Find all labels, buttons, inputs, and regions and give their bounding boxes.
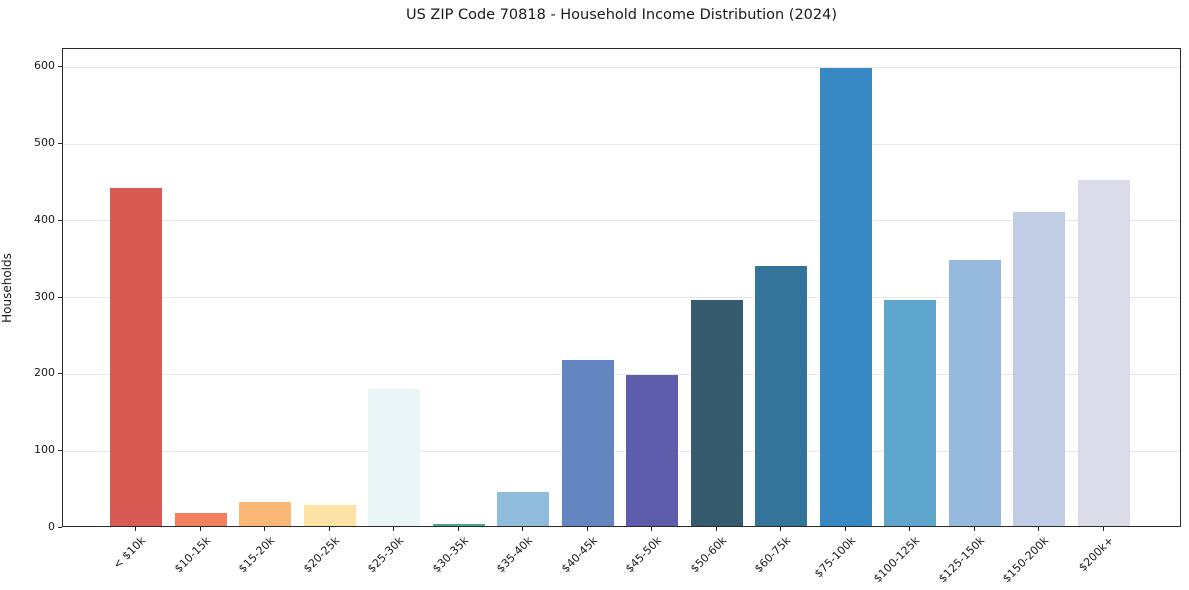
x-axis-tick	[522, 527, 524, 531]
x-axis-tick	[457, 527, 459, 531]
x-tick-label: < $10k	[110, 534, 149, 572]
y-axis-tick	[58, 66, 62, 68]
x-axis-tick	[264, 527, 266, 531]
y-tick-label: 300	[34, 289, 55, 303]
bar	[110, 188, 162, 526]
y-tick-label: 200	[34, 366, 55, 380]
bar	[819, 68, 872, 526]
x-tick-label: $50-60k	[687, 534, 729, 576]
gridline	[63, 220, 1180, 222]
x-axis-tick	[715, 527, 717, 531]
x-axis-tick	[973, 527, 975, 531]
x-tick-label: $35-40k	[494, 534, 536, 576]
x-tick-label: $125-150k	[935, 534, 988, 586]
bar	[174, 513, 227, 526]
x-axis-tick	[844, 527, 846, 531]
x-tick-label: $100-125k	[871, 534, 923, 586]
x-tick-label: $60-75k	[752, 534, 794, 576]
y-axis-tick	[58, 219, 62, 221]
gridline	[63, 66, 1180, 68]
bar	[690, 300, 743, 526]
x-axis-tick	[1038, 527, 1040, 531]
x-tick-label: $75-100k	[811, 534, 859, 581]
x-axis-tick	[1102, 527, 1104, 531]
bar	[626, 375, 679, 526]
y-tick-label: 400	[34, 212, 55, 226]
gridline	[63, 450, 1180, 452]
y-tick-label: 0	[48, 520, 55, 533]
bar	[497, 492, 550, 526]
y-axis-tick	[58, 450, 62, 452]
y-axis-label: Households	[0, 253, 14, 323]
bar	[1077, 180, 1130, 526]
bar	[884, 300, 937, 526]
chart-title: US ZIP Code 70818 - Household Income Dis…	[405, 7, 838, 23]
gridline	[63, 143, 1180, 145]
y-tick-label: 600	[34, 59, 55, 73]
y-axis-tick	[58, 527, 62, 528]
bar	[755, 266, 808, 526]
y-axis-tick	[58, 296, 62, 298]
x-tick-label: $15-20k	[235, 534, 278, 576]
gridline	[63, 297, 1180, 299]
x-tick-label: $200k+	[1076, 534, 1117, 575]
x-axis-tick	[328, 527, 330, 531]
x-axis-tick	[135, 527, 136, 531]
y-tick-label: 100	[34, 443, 55, 457]
x-tick-label: $20-25k	[300, 534, 342, 576]
bar	[1013, 212, 1066, 526]
bar	[948, 260, 1001, 526]
x-tick-label: $30-35k	[429, 534, 471, 576]
x-axis-tick	[393, 527, 395, 531]
y-tick-label: 500	[34, 136, 55, 150]
x-tick-label: $10-15k	[171, 534, 213, 576]
x-tick-label: $45-50k	[623, 534, 665, 576]
y-axis-tick	[58, 373, 62, 375]
gridline	[63, 373, 1180, 375]
x-axis-tick	[586, 527, 588, 531]
plot-area	[62, 48, 1181, 527]
y-axis-tick	[58, 143, 62, 145]
x-axis-tick	[780, 527, 782, 531]
x-axis-tick	[909, 527, 911, 531]
bar	[561, 360, 614, 526]
bar	[239, 502, 292, 526]
bar	[303, 505, 356, 526]
bar	[368, 389, 421, 526]
x-axis-tick	[199, 527, 201, 531]
x-tick-label: $150-200k	[1000, 534, 1052, 586]
x-axis-tick	[651, 527, 653, 531]
bar	[432, 524, 485, 526]
x-tick-label: $25-30k	[365, 534, 407, 576]
x-tick-label: $40-45k	[558, 534, 600, 576]
